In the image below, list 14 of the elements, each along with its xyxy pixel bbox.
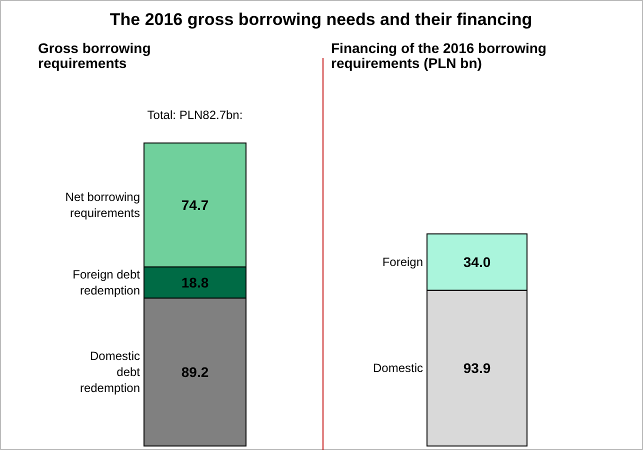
data-label: 89.2 [181,364,209,380]
text: The 2016 gross borrowing needs and their financing [110,10,532,29]
series-label: Foreign [382,255,423,270]
text: Total: PLN82.7bn: [147,108,243,122]
data-label: 74.7 [181,196,209,213]
data-label: 34.0 [463,254,491,270]
series-label: Foreign debt redemption [72,267,141,298]
chart-subtitle: Financing of the 2016 borrowing requirements (PLN bn) [331,40,546,71]
series-label: Domestic [372,361,423,376]
chart-subtitle: Gross borrowing requirements [38,40,151,71]
series-label: Net borrowing requirements [65,190,140,220]
series-label: Domestic debt redemption [80,349,141,396]
data-label: 18.8 [181,274,209,290]
data-label: 93.9 [463,360,491,376]
